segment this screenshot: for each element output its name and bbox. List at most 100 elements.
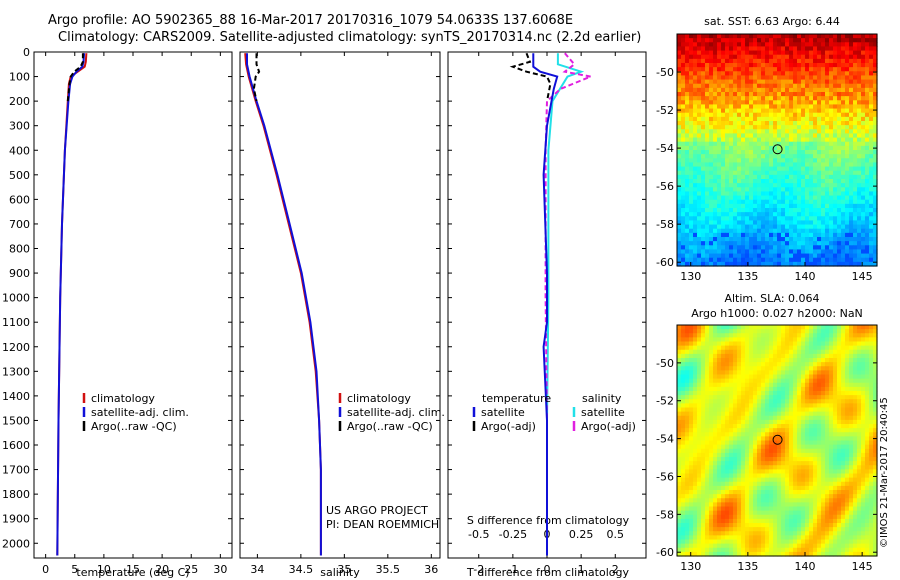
sst-map-cell	[785, 112, 790, 118]
sst-map-cell	[801, 54, 806, 60]
sst-map-cell	[741, 187, 746, 193]
sla-map-cell	[813, 391, 818, 396]
sla-map-cell	[793, 382, 798, 388]
sla-map-cell	[681, 424, 686, 429]
sst-map-cell	[821, 116, 826, 122]
sst-map-cell	[869, 257, 874, 263]
sst-map-cell	[717, 42, 722, 48]
sst-map-cell	[837, 179, 842, 184]
sla-map-cell	[737, 428, 742, 433]
sst-map-cell	[709, 249, 714, 255]
sla-map-cell	[805, 452, 810, 458]
sst-map-cell	[805, 158, 810, 164]
sla-map-cell	[705, 415, 710, 421]
sla-map-cell	[857, 444, 862, 450]
sst-map-cell	[797, 154, 802, 159]
sst-map-cell	[777, 71, 782, 77]
sst-map-cell	[797, 212, 802, 217]
sst-map-cell	[857, 183, 862, 188]
sla-map-cell	[825, 345, 830, 351]
sst-map-cell	[821, 224, 826, 230]
sla-map-cell	[777, 399, 782, 404]
sla-map-cell	[737, 452, 742, 458]
sst-map-cell	[701, 179, 706, 184]
sla-map-cell	[753, 424, 758, 429]
sla-map-cell	[781, 469, 786, 475]
sla-map-cell	[821, 358, 826, 363]
sst-map-cell	[785, 253, 790, 259]
sst-map-cell	[845, 179, 850, 184]
sla-map-cell	[809, 457, 814, 462]
sst-map-cell	[757, 237, 762, 242]
sla-map-cell	[717, 452, 722, 458]
sla-map-cell	[741, 391, 746, 396]
sla-map-cell	[813, 436, 818, 442]
sst-map-cell	[685, 141, 690, 147]
sst-map-cell	[781, 104, 786, 110]
sst-map-cell	[749, 203, 754, 209]
sst-map-cell	[809, 58, 814, 64]
sst-map-cell	[745, 108, 750, 114]
sla-map-cell	[721, 395, 726, 400]
sla-map-cell	[789, 411, 794, 417]
sst-map-cell	[721, 187, 726, 193]
sst-map-cell	[741, 125, 746, 130]
sst-map-cell	[785, 150, 790, 155]
sla-map-cell	[709, 391, 714, 396]
sla-map-cell	[741, 481, 746, 487]
sst-map-cell	[769, 112, 774, 118]
sst-map-cell	[677, 249, 682, 255]
sst-map-cell	[861, 224, 866, 230]
sst-map-cell	[857, 87, 862, 93]
sla-map-cell	[733, 457, 738, 462]
sst-map-cell	[789, 257, 794, 263]
sla-map-cell	[773, 424, 778, 429]
sst-map-cell	[709, 137, 714, 143]
sst-map-cell	[677, 108, 682, 114]
sst-map-cell	[793, 203, 798, 209]
sst-map-cell	[745, 162, 750, 168]
sla-map-cell	[829, 424, 834, 429]
sla-map-cell	[845, 370, 850, 376]
sla-map-cell	[865, 403, 870, 409]
difference-panel-xtick-label: -2	[473, 563, 484, 576]
sla-map-cell	[829, 391, 834, 396]
sla-map-cell	[681, 461, 686, 466]
sla-map-cell	[861, 432, 866, 437]
sst-map-cell	[725, 112, 730, 118]
sst-map-cell	[825, 187, 830, 193]
sst-map-cell	[705, 220, 710, 226]
sla-map-cell	[761, 407, 766, 413]
sla-map-cell	[717, 399, 722, 404]
sla-map-cell	[761, 325, 766, 330]
sst-map-cell	[765, 79, 770, 85]
sst-map-cell	[685, 125, 690, 130]
sla-map-cell	[841, 341, 846, 347]
sst-map-cell	[873, 212, 878, 217]
sla-map-cell	[813, 457, 818, 462]
sla-map-cell	[845, 362, 850, 367]
sla-map-cell	[829, 345, 834, 351]
sla-map-cell	[741, 452, 746, 458]
sst-map-cell	[785, 100, 790, 106]
sla-map-cell	[697, 333, 702, 338]
sst-map-cell	[841, 145, 846, 151]
sal-legend-climatology-label: climatology	[347, 392, 411, 405]
sla-map-cell	[809, 391, 814, 396]
sla-map-cell	[853, 341, 858, 347]
sla-map-cell	[697, 457, 702, 462]
sla-map-cell	[801, 419, 806, 425]
sst-map-cell	[805, 121, 810, 126]
sla-map-cell	[785, 469, 790, 475]
sst-map-cell	[817, 228, 822, 234]
sst-map-cell	[685, 166, 690, 172]
sla-map-cell	[753, 428, 758, 433]
sla-map-cell	[713, 366, 718, 371]
sst-map-cell	[769, 237, 774, 242]
sla-map-cell	[873, 465, 878, 470]
sst-map-cell	[817, 71, 822, 77]
sst-map-cell	[737, 170, 742, 176]
sst-map-cell	[865, 145, 870, 151]
sst-map-cell	[853, 166, 858, 172]
sla-map-cell	[717, 415, 722, 421]
